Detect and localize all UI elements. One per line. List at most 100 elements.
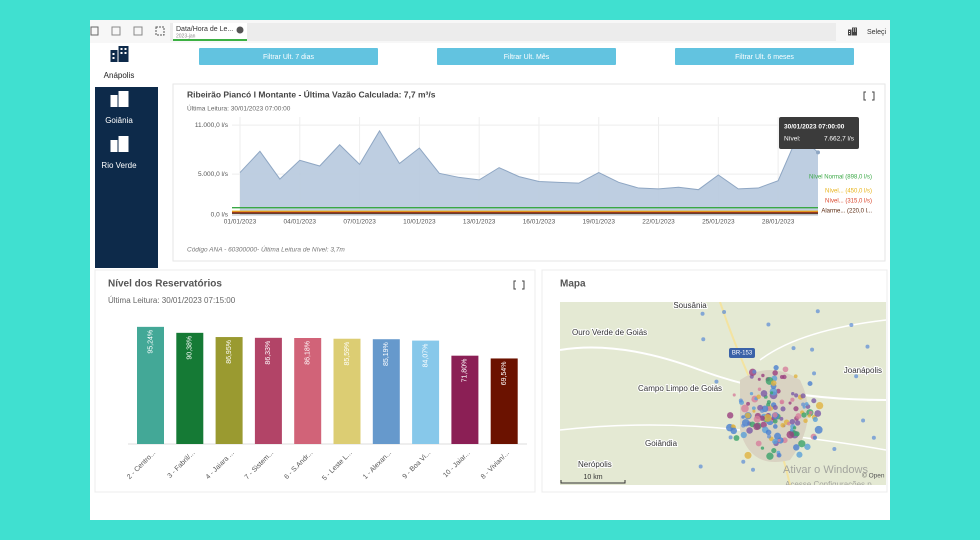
map-marker (779, 416, 784, 421)
map-marker (772, 370, 778, 376)
map-marker (801, 412, 807, 418)
value-label: 90,38% (187, 336, 194, 360)
bar (176, 332, 204, 444)
x-tick-label: 01/01/2023 (224, 219, 257, 226)
x-tick-label: 22/01/2023 (642, 219, 675, 226)
map-marker (815, 309, 820, 314)
filter-button[interactable] (675, 48, 854, 65)
filter-button[interactable] (437, 48, 616, 65)
map-marker (753, 423, 761, 431)
road (759, 319, 886, 361)
expand-icon[interactable] (863, 91, 875, 101)
os-watermark: Ativar o Windows (783, 464, 868, 476)
y-tick-label: 11.000,0 l/s (195, 122, 229, 129)
map-marker (731, 424, 735, 428)
bar (294, 337, 322, 444)
tool-icon[interactable] (133, 26, 143, 36)
map-marker (786, 430, 795, 439)
tab-close[interactable] (236, 26, 244, 34)
city-item[interactable]: Goiânia (105, 116, 133, 125)
selection-tab[interactable] (173, 23, 247, 41)
map-marker (772, 412, 778, 418)
map-marker (700, 311, 705, 316)
map-marker (793, 374, 798, 379)
map-marker (786, 421, 791, 426)
map-marker (744, 412, 751, 419)
tool-icon[interactable] (90, 26, 99, 36)
map-marker (771, 447, 777, 454)
map-marker (790, 397, 795, 402)
map-marker (728, 435, 733, 440)
place-label: Campo Limpo de Goiás (638, 384, 722, 393)
map-marker (795, 413, 802, 420)
value-label: 84,07% (422, 344, 429, 368)
map-marker (812, 371, 817, 376)
bar (490, 358, 518, 444)
map-marker (744, 451, 752, 459)
map-marker (760, 390, 768, 397)
value-label: 95,24% (147, 330, 154, 354)
tool-icon[interactable] (111, 26, 121, 36)
expand-icon[interactable] (513, 280, 525, 290)
filter-label[interactable]: Filtrar Ult. 7 dias (263, 54, 314, 61)
map-marker (777, 438, 781, 443)
map-marker (794, 420, 801, 426)
map-marker (792, 426, 797, 430)
place-label: Joanápolis (844, 366, 882, 375)
chart-subtitle: Última Leitura: 30/01/2023 07:15:00 (108, 296, 236, 305)
map-marker (788, 401, 792, 405)
map-marker (701, 337, 706, 342)
tooltip-label: Nível: (784, 136, 801, 143)
map[interactable]: Sousânia Ouro Verde de Goiás Campo Limpo d… (560, 301, 886, 489)
map-marker (807, 381, 813, 387)
reference-label: Alarme... (220,0 l... (821, 209, 872, 215)
os-watermark: Acesse Configurações p (785, 480, 872, 489)
filter-button[interactable] (199, 48, 378, 65)
map-marker (832, 447, 837, 452)
map-marker (738, 398, 743, 403)
map-marker (801, 402, 806, 407)
map-marker (815, 401, 824, 410)
selection-bar (170, 23, 836, 41)
map-marker (789, 418, 796, 425)
selections-label[interactable]: Seleçi (867, 29, 887, 36)
map-marker (791, 346, 796, 351)
map-marker (811, 398, 817, 404)
map-marker (741, 415, 745, 419)
map-marker (804, 443, 811, 450)
tool-icon[interactable] (155, 26, 165, 36)
road (560, 346, 886, 401)
tooltip-value: 7.662,7 l/s (824, 136, 855, 143)
city-item[interactable]: Anápolis (104, 71, 135, 80)
hover-point (816, 150, 820, 155)
map-marker (865, 344, 870, 349)
map-marker (772, 405, 778, 410)
map-marker (740, 431, 747, 439)
scale-label: 10 km (583, 474, 602, 481)
map-marker (722, 310, 727, 315)
filter-label[interactable]: Filtrar Ult. 6 meses (735, 54, 794, 61)
map-marker (779, 399, 785, 405)
map-marker (772, 418, 778, 424)
place-label: Ouro Verde de Goiás (572, 328, 647, 337)
map-marker (773, 365, 779, 371)
map-bg (560, 302, 886, 485)
x-tick-label: 28/01/2023 (762, 219, 795, 226)
toolbar: Data/Hora de Le... 2023-jan Seleçi (90, 20, 890, 43)
map-marker (789, 428, 794, 432)
map-marker (751, 406, 756, 411)
map-marker (791, 392, 795, 396)
city-item[interactable]: Rio Verde (101, 161, 137, 170)
tab-indicator (173, 39, 247, 41)
map-marker (753, 415, 761, 423)
map-marker (757, 387, 762, 391)
map-marker (763, 414, 772, 422)
y-tick-label: 5.000,0 l/s (198, 171, 229, 178)
reference-label: Nível Normal (898,0 l/s) (809, 175, 872, 181)
chart-footer: Código ANA - 60300000- Última Leitura de… (187, 245, 345, 254)
filter-label[interactable]: Filtrar Ult. Mês (504, 54, 550, 61)
tab-value: 2023-jan (176, 33, 196, 39)
x-tick-label: 10/01/2023 (403, 219, 436, 226)
value-label: 85,59% (344, 342, 351, 366)
